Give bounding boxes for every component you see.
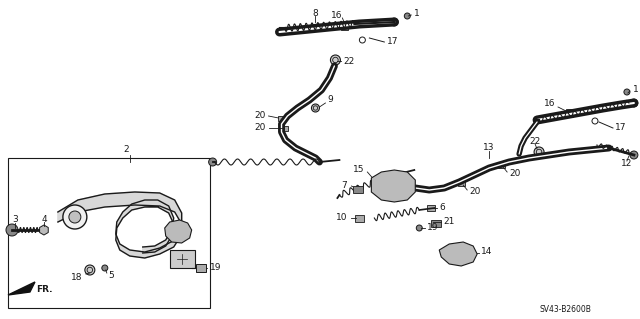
Polygon shape — [371, 170, 415, 202]
Text: 20: 20 — [509, 169, 520, 179]
Text: 21: 21 — [444, 218, 454, 226]
Bar — [278, 115, 285, 121]
Polygon shape — [164, 220, 191, 243]
Polygon shape — [439, 242, 477, 266]
Text: SV43-B2600B: SV43-B2600B — [539, 306, 591, 315]
Circle shape — [312, 104, 319, 112]
Text: 19: 19 — [210, 263, 221, 272]
Text: 8: 8 — [312, 9, 318, 18]
Text: 10: 10 — [336, 213, 348, 222]
Text: 5: 5 — [108, 271, 113, 280]
Text: 16: 16 — [331, 11, 342, 20]
Text: 15: 15 — [353, 166, 364, 174]
Bar — [281, 125, 288, 130]
Text: 20: 20 — [469, 188, 481, 197]
Circle shape — [177, 254, 187, 264]
Text: 6: 6 — [439, 204, 445, 212]
Circle shape — [209, 158, 216, 166]
Polygon shape — [8, 282, 35, 295]
Text: 7: 7 — [342, 181, 348, 189]
Text: 12: 12 — [621, 160, 632, 168]
Bar — [458, 181, 465, 186]
Text: 3: 3 — [12, 216, 18, 225]
Text: 1: 1 — [414, 10, 420, 19]
Text: 1: 1 — [633, 85, 639, 93]
Polygon shape — [58, 192, 182, 258]
Circle shape — [85, 265, 95, 275]
Text: 22: 22 — [529, 137, 541, 146]
Circle shape — [404, 13, 410, 19]
Text: 17: 17 — [615, 123, 627, 132]
Text: 16: 16 — [543, 100, 555, 108]
Circle shape — [630, 99, 638, 107]
Circle shape — [624, 89, 630, 95]
Circle shape — [63, 205, 87, 229]
Circle shape — [390, 18, 398, 26]
Text: 18: 18 — [71, 273, 83, 283]
Bar — [341, 22, 348, 30]
Text: 9: 9 — [328, 95, 333, 105]
Circle shape — [330, 55, 340, 65]
Bar — [431, 220, 441, 227]
Text: 11: 11 — [399, 175, 411, 184]
Circle shape — [630, 151, 638, 159]
Bar — [355, 214, 364, 221]
Circle shape — [69, 211, 81, 223]
Bar — [196, 264, 205, 272]
Bar — [428, 205, 435, 211]
Bar — [353, 186, 364, 193]
Text: 22: 22 — [344, 57, 355, 66]
Text: 17: 17 — [387, 38, 399, 47]
Text: FR.: FR. — [36, 286, 52, 294]
Bar — [566, 109, 573, 117]
Bar — [8, 158, 210, 308]
Text: 4: 4 — [41, 214, 47, 224]
Circle shape — [416, 225, 422, 231]
Circle shape — [534, 147, 544, 157]
Text: 20: 20 — [254, 112, 266, 121]
Text: 20: 20 — [254, 123, 266, 132]
Circle shape — [102, 265, 108, 271]
Polygon shape — [40, 225, 48, 235]
Circle shape — [6, 224, 18, 236]
Bar — [170, 250, 195, 268]
Text: 19: 19 — [428, 224, 439, 233]
Bar — [498, 162, 504, 167]
Text: 14: 14 — [481, 248, 493, 256]
Text: 13: 13 — [483, 144, 495, 152]
Text: 2: 2 — [123, 145, 129, 154]
